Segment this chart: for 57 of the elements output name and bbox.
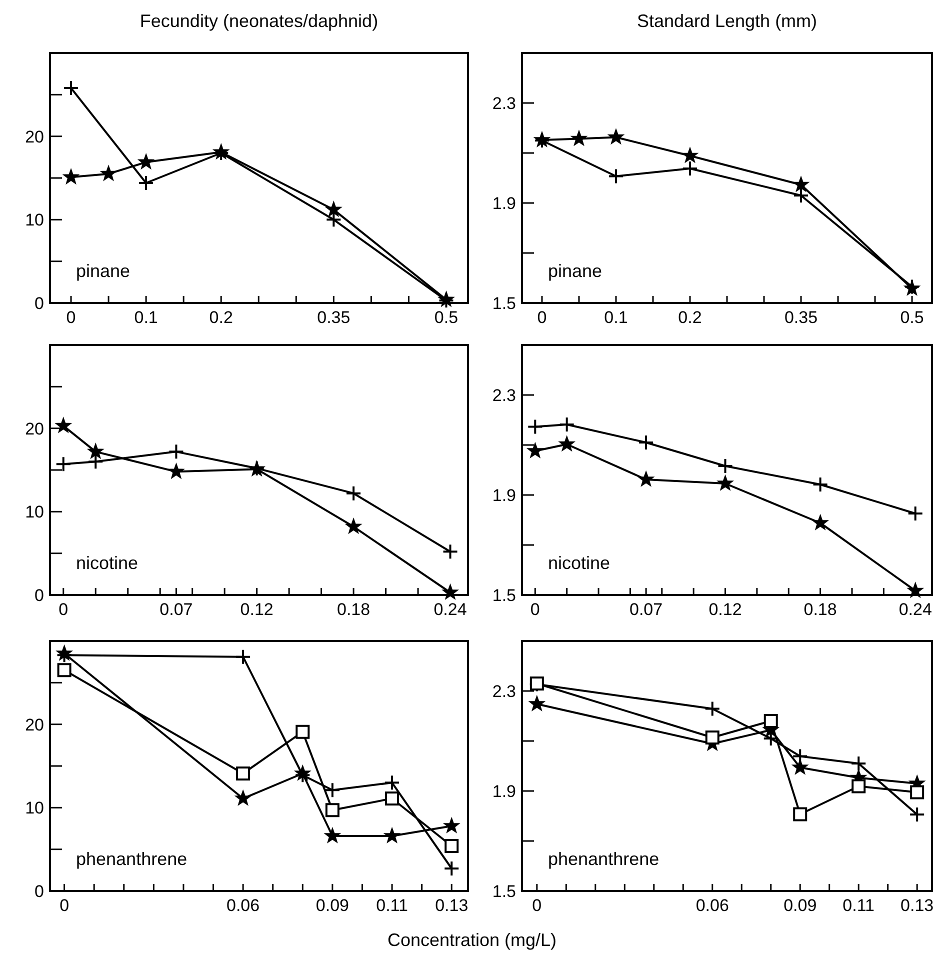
x-tick-label: 0 — [532, 896, 542, 915]
x-tick-label: 0.13 — [435, 896, 468, 915]
y-tick-label: 1.5 — [492, 294, 516, 313]
annotation: pinane — [548, 261, 602, 281]
x-tick-label: 0.12 — [708, 600, 742, 619]
x-tick-label: 0 — [66, 308, 76, 327]
x-axis-title: Concentration (mg/L) — [387, 930, 557, 950]
x-tick-label: 0.35 — [784, 308, 818, 327]
chart-title: Fecundity (neonates/daphnid) — [140, 11, 378, 31]
y-tick-label: 20 — [25, 127, 44, 146]
y-tick-label: 1.9 — [492, 782, 516, 801]
x-tick-label: 0 — [530, 600, 540, 619]
y-tick-label: 20 — [25, 715, 44, 734]
annotation: phenanthrene — [76, 849, 188, 869]
x-tick-label: 0.06 — [696, 896, 729, 915]
y-tick-label: 2.3 — [492, 386, 516, 405]
y-tick-label: 20 — [25, 419, 44, 438]
y-tick-label: 10 — [25, 210, 44, 230]
x-tick-label: 0.07 — [160, 600, 193, 619]
y-tick-label: 2.3 — [492, 682, 516, 701]
x-tick-label: 0.09 — [316, 896, 349, 915]
x-tick-label: 0.09 — [784, 896, 817, 915]
x-tick-label: 0.2 — [209, 308, 233, 327]
x-tick-label: 0.11 — [842, 896, 875, 915]
x-tick-label: 0.06 — [226, 896, 260, 915]
y-tick-label: 1.5 — [492, 882, 516, 901]
y-tick-label: 1.5 — [492, 586, 516, 605]
x-tick-label: 0.13 — [900, 896, 934, 915]
x-tick-label: 0.35 — [317, 308, 350, 327]
y-tick-label: 0 — [34, 586, 44, 605]
y-tick-label: 2.3 — [492, 94, 516, 113]
y-tick-label: 0 — [34, 294, 44, 313]
x-tick-label: 0.1 — [604, 308, 628, 327]
x-tick-label: 0 — [537, 308, 547, 327]
x-tick-label: 0.24 — [434, 600, 467, 619]
x-tick-label: 0.18 — [804, 600, 837, 619]
x-tick-label: 0.5 — [434, 308, 458, 327]
y-tick-label: 10 — [25, 798, 44, 818]
x-tick-label: 0.1 — [134, 308, 158, 327]
x-tick-label: 0.12 — [240, 600, 274, 619]
y-tick-label: 1.9 — [492, 194, 516, 213]
x-tick-label: 0.18 — [337, 600, 370, 619]
x-tick-label: 0.24 — [898, 600, 932, 619]
chart-title: Standard Length (mm) — [636, 11, 818, 31]
y-tick-label: 10 — [25, 502, 44, 522]
annotation: nicotine — [76, 553, 138, 573]
y-tick-label: 1.9 — [492, 486, 516, 505]
annotation: pinane — [76, 261, 130, 281]
x-tick-label: 0 — [60, 896, 70, 915]
annotation: nicotine — [548, 553, 610, 573]
x-tick-label: 0.07 — [630, 600, 663, 619]
y-tick-label: 0 — [34, 882, 44, 901]
x-tick-label: 0 — [58, 600, 68, 619]
x-tick-label: 0.2 — [678, 308, 702, 327]
x-tick-label: 0.11 — [376, 896, 408, 915]
annotation: phenanthrene — [548, 849, 660, 869]
x-tick-label: 0.5 — [900, 308, 924, 327]
